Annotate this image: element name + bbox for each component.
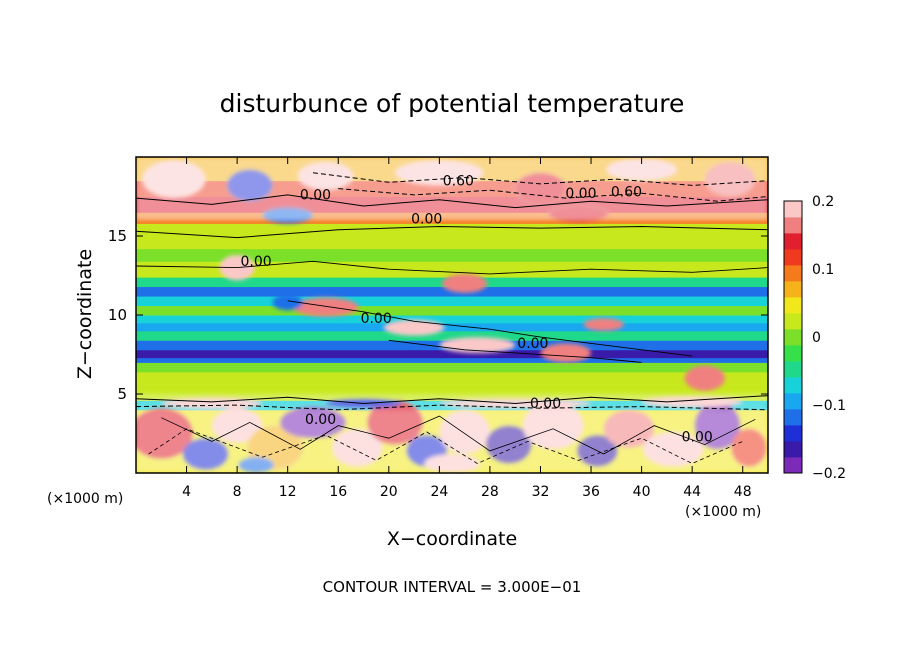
near-zero-region xyxy=(136,409,768,473)
field-band xyxy=(136,322,768,332)
y-tick-label: 10 xyxy=(108,306,127,324)
colorbar-tick-label: −0.1 xyxy=(812,398,846,414)
field-band xyxy=(136,315,768,324)
near-zero-region xyxy=(136,157,768,221)
colorbar-segment xyxy=(784,265,802,282)
colorbar-tick-label: 0.2 xyxy=(812,194,834,210)
field-band xyxy=(136,330,768,341)
x-tick-label: 24 xyxy=(430,484,448,500)
contour-line xyxy=(136,404,768,411)
x-unit-right: (×1000 m) xyxy=(685,504,761,520)
field-anomaly xyxy=(540,343,592,363)
colorbar-segment xyxy=(784,441,802,458)
colorbar-segment xyxy=(784,217,802,234)
field-band xyxy=(136,371,768,392)
contour-label: 0.00 xyxy=(517,336,548,352)
colorbar-segment xyxy=(784,409,802,426)
x-tick-label: 48 xyxy=(734,484,752,500)
x-tick-label: 40 xyxy=(633,484,651,500)
colorbar-tick-label: 0 xyxy=(812,330,821,346)
colorbar-segment xyxy=(784,361,802,378)
y-tick-label: 15 xyxy=(108,227,127,245)
colorbar-frame xyxy=(783,200,803,474)
x-tick-label: 4 xyxy=(182,484,191,500)
contour-line xyxy=(287,300,693,357)
field-band xyxy=(136,296,768,307)
colorbar-segment xyxy=(784,233,802,250)
field-anomaly xyxy=(272,294,303,311)
contour-label: 0.00 xyxy=(682,429,713,445)
contour-line xyxy=(338,188,768,202)
contour-label: 0.00 xyxy=(411,211,442,227)
y-tick-label: 5 xyxy=(117,385,127,403)
field-band xyxy=(136,349,768,359)
contour-label: 0.00 xyxy=(530,396,561,412)
colorbar-segment xyxy=(784,329,802,346)
x-tick-label: 8 xyxy=(233,484,242,500)
contour-label: 0.00 xyxy=(565,186,596,202)
field-anomaly xyxy=(292,297,359,317)
colorbar-segment xyxy=(784,345,802,362)
contour-line xyxy=(136,194,768,209)
x-tick-label: 44 xyxy=(683,484,701,500)
colorbar-segment xyxy=(784,249,802,266)
contour-line xyxy=(136,395,768,405)
contour-line xyxy=(136,260,768,275)
field-band xyxy=(136,357,768,363)
field-band xyxy=(136,223,768,234)
x-tick-label: 28 xyxy=(481,484,499,500)
contour-label: 0.00 xyxy=(305,412,336,428)
y-axis-label: Z−coordinate xyxy=(74,249,96,379)
x-tick-label: 32 xyxy=(532,484,550,500)
contour-line xyxy=(161,415,756,455)
x-unit-left: (×1000 m) xyxy=(47,491,123,507)
colorbar-segment xyxy=(784,313,802,330)
field-band xyxy=(136,248,768,262)
colorbar-segment xyxy=(784,457,802,474)
x-axis-label: X−coordinate xyxy=(387,528,517,550)
contour-label: 0.60 xyxy=(611,185,642,201)
contour-interval-note: CONTOUR INTERVAL = 3.000E−01 xyxy=(323,578,582,596)
field-anomaly xyxy=(383,319,445,336)
chart-title: disturbunce of potential temperature xyxy=(220,89,685,118)
plot-area xyxy=(136,157,768,473)
contour-line xyxy=(388,339,642,363)
colorbar-tick-label: 0.1 xyxy=(812,262,834,278)
contour-line xyxy=(136,225,768,239)
x-tick-label: 20 xyxy=(380,484,398,500)
colorbar-segment xyxy=(784,201,802,218)
field-band xyxy=(136,362,768,373)
contour-label: 0.00 xyxy=(240,254,271,270)
field-anomaly xyxy=(583,318,624,331)
colorbar-segment xyxy=(784,425,802,442)
field-band xyxy=(136,305,768,316)
x-tick-label: 16 xyxy=(329,484,347,500)
contour-line xyxy=(148,428,743,464)
x-tick-label: 12 xyxy=(279,484,297,500)
contour-label: 0.00 xyxy=(300,188,331,204)
contour-line xyxy=(312,172,768,186)
field-band xyxy=(136,286,768,297)
field-band xyxy=(136,232,768,250)
field-anomaly xyxy=(684,365,726,391)
field-band xyxy=(136,261,768,278)
contour-label: 0.60 xyxy=(443,173,474,189)
colorbar-segment xyxy=(784,393,802,410)
colorbar-tick-label: −0.2 xyxy=(812,466,846,482)
field-anomaly xyxy=(441,273,488,293)
colorbar-segment xyxy=(784,377,802,394)
contour-label: 0.00 xyxy=(361,311,392,327)
x-tick-label: 36 xyxy=(582,484,600,500)
colorbar-segment xyxy=(784,297,802,314)
colorbar xyxy=(783,200,803,474)
colorbar-segment xyxy=(784,281,802,298)
